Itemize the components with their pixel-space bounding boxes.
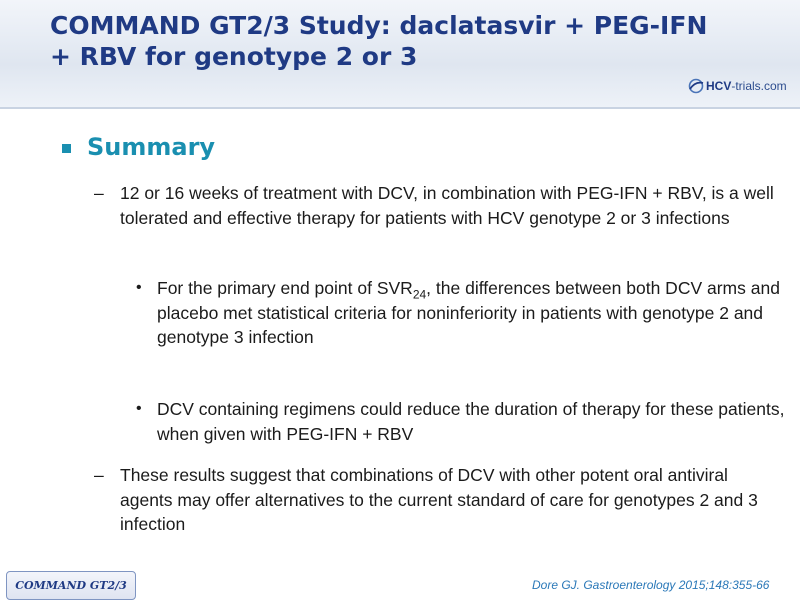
point-1-text: 12 or 16 weeks of treatment with DCV, in…	[120, 183, 774, 228]
reference-citation: Dore GJ. Gastroenterology 2015;148:355-6…	[532, 578, 770, 592]
header-divider	[0, 107, 800, 109]
point-2-text: These results suggest that combinations …	[120, 465, 758, 534]
slide-title: COMMAND GT2/3 Study: daclatasvir + PEG-I…	[50, 10, 730, 72]
subpoint-1: • For the primary end point of SVR24, th…	[136, 276, 786, 350]
title-line-2: + RBV for genotype 2 or 3	[50, 42, 418, 71]
square-bullet-icon	[62, 143, 71, 153]
title-line-1: COMMAND GT2/3 Study: daclatasvir + PEG-I…	[50, 11, 708, 40]
svr-subscript: 24	[412, 287, 427, 302]
slide-header	[0, 0, 800, 108]
dot-bullet: •	[136, 279, 142, 296]
subpoint-1-text: For the primary end point of SVR24, the …	[157, 278, 780, 347]
subpoint-2-text: DCV containing regimens could reduce the…	[157, 399, 785, 444]
summary-heading-text: Summary	[87, 133, 216, 161]
dash-bullet: –	[94, 183, 104, 203]
hcv-trials-logo: HCV-trials.com	[688, 76, 787, 96]
point-2: – These results suggest that combination…	[94, 463, 784, 537]
dash-bullet: –	[94, 465, 104, 485]
dot-bullet: •	[136, 400, 142, 417]
point-1: – 12 or 16 weeks of treatment with DCV, …	[94, 181, 784, 230]
logo-text: HCV-trials.com	[706, 79, 787, 93]
subpoint-2: • DCV containing regimens could reduce t…	[136, 397, 786, 446]
swoosh-logo-icon	[688, 78, 704, 94]
study-tag-label: COMMAND GT2/3	[15, 579, 127, 592]
summary-heading: Summary	[62, 133, 215, 161]
study-tag: COMMAND GT2/3	[6, 571, 136, 600]
